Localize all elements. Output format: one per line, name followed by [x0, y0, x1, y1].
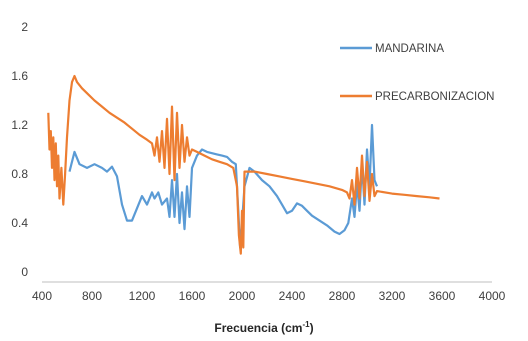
series-line-mandarina	[68, 123, 379, 249]
x-axis-title-exponent: -1	[302, 320, 310, 329]
y-axis-ticks: 0 0.4 0.8 1.2 1.6 2	[11, 20, 28, 279]
y-tick-label: 2	[21, 20, 28, 34]
y-tick-label: 0.8	[11, 167, 28, 181]
x-tick-label: 400	[32, 289, 52, 303]
x-axis-title-text: Frecuencia	[214, 321, 278, 335]
x-tick-label: 2400	[279, 289, 306, 303]
y-tick-label: 1.2	[11, 118, 28, 132]
x-tick-label: 3600	[429, 289, 456, 303]
x-tick-label: 800	[82, 289, 102, 303]
series-lines	[47, 74, 440, 255]
y-tick-label: 0.4	[11, 216, 28, 230]
x-axis-ticks: 400 800 1200 1600 2000 2400 2800 3200 3600 4000	[32, 289, 506, 303]
legend-label: PRECARBONIZACION	[375, 91, 495, 103]
x-axis-title-close: )	[309, 321, 314, 335]
series-line-precarbonizacion	[47, 74, 440, 255]
legend: MANDARINA PRECARBONIZACION	[340, 43, 495, 103]
x-tick-label: 1600	[179, 289, 206, 303]
legend-label: MANDARINA	[375, 43, 444, 55]
x-tick-label: 2800	[329, 289, 356, 303]
y-tick-label: 1.6	[11, 69, 28, 83]
x-tick-label: 3200	[379, 289, 406, 303]
x-tick-label: 2000	[229, 289, 256, 303]
y-tick-label: 0	[21, 265, 28, 279]
x-tick-label: 1200	[129, 289, 156, 303]
x-tick-label: 4000	[479, 289, 506, 303]
x-axis-title-unit: (cm	[281, 321, 303, 335]
x-axis-title: Frecuencia (cm-1)	[0, 320, 528, 335]
